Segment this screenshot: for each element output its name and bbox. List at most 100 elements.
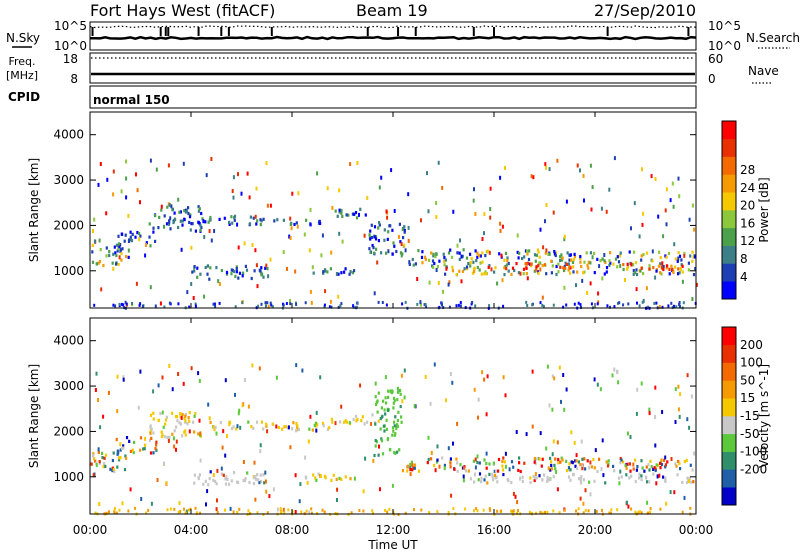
range-time-cell <box>433 463 436 468</box>
range-time-cell <box>118 508 121 512</box>
range-time-cell <box>206 272 209 276</box>
range-time-cell <box>488 472 491 476</box>
range-time-cell <box>256 511 259 515</box>
range-time-cell <box>685 458 688 462</box>
range-time-cell <box>198 473 201 477</box>
range-time-cell <box>105 211 108 216</box>
range-time-cell <box>120 252 123 256</box>
range-time-cell <box>580 264 583 269</box>
range-time-cell <box>672 270 675 275</box>
range-time-cell <box>160 204 163 209</box>
sky-noise-line <box>90 35 697 41</box>
range-time-cell <box>686 373 689 378</box>
range-time-cell <box>156 478 159 482</box>
range-time-cell <box>115 511 118 515</box>
range-time-cell <box>437 281 440 285</box>
range-time-cell <box>356 301 359 305</box>
range-time-cell <box>658 305 661 309</box>
range-time-cell <box>119 442 122 447</box>
range-time-cell <box>555 470 558 474</box>
range-time-cell <box>571 461 574 465</box>
range-time-cell <box>541 303 544 307</box>
range-time-cell <box>660 265 663 269</box>
range-time-cell <box>235 267 238 271</box>
range-time-cell <box>494 473 497 477</box>
range-time-cell <box>593 466 596 470</box>
range-time-cell <box>235 265 238 269</box>
range-time-cell <box>267 274 270 279</box>
range-time-cell <box>207 402 210 407</box>
range-time-cell <box>450 255 454 259</box>
colorbar-frame <box>721 120 737 300</box>
range-time-cell <box>424 257 427 262</box>
colorbar-swatch <box>722 362 736 381</box>
range-time-cell <box>573 252 576 256</box>
range-time-cell <box>630 507 633 511</box>
range-time-cell <box>628 476 631 480</box>
range-time-cell <box>506 256 509 260</box>
range-time-cell <box>91 243 94 247</box>
range-time-cell <box>108 253 111 258</box>
range-time-cell <box>552 509 555 513</box>
range-time-cell <box>421 250 424 254</box>
range-time-cell <box>443 259 446 263</box>
range-time-cell <box>315 410 318 415</box>
range-time-cell <box>640 459 643 463</box>
range-time-cell <box>338 210 341 214</box>
range-time-cell <box>665 222 668 227</box>
range-time-cell <box>378 185 381 190</box>
range-time-cell <box>208 277 211 281</box>
range-time-cell <box>252 481 256 486</box>
range-time-cell <box>523 461 526 465</box>
range-time-cell <box>182 381 185 386</box>
range-time-cell <box>690 394 693 399</box>
range-time-cell <box>558 365 561 370</box>
range-time-cell <box>545 446 548 451</box>
range-time-cell <box>482 508 485 512</box>
range-time-cell <box>560 399 562 404</box>
range-time-cell <box>296 424 299 428</box>
range-time-cell <box>662 265 665 269</box>
range-time-cell <box>179 422 182 426</box>
range-time-cell <box>190 282 193 286</box>
range-time-cell <box>163 461 166 466</box>
range-time-cell <box>168 435 171 439</box>
range-time-cell <box>666 460 669 464</box>
range-time-cell <box>546 478 549 482</box>
range-time-cell <box>605 460 608 464</box>
range-time-cell <box>450 493 453 498</box>
range-time-cell <box>177 510 180 514</box>
range-time-cell <box>519 271 522 276</box>
range-time-cell <box>249 215 252 219</box>
range-time-cell <box>149 244 152 248</box>
range-time-cell <box>368 233 371 237</box>
range-time-cell <box>582 478 585 482</box>
range-time-cell <box>92 454 95 458</box>
range-time-cell <box>225 475 228 479</box>
range-time-cell <box>122 377 125 382</box>
range-time-cell <box>194 229 197 233</box>
range-time-cell <box>148 438 151 442</box>
range-time-cell <box>453 467 456 471</box>
range-time-cell <box>137 405 140 410</box>
range-time-cell <box>212 473 215 477</box>
range-time-cell <box>473 509 475 513</box>
range-time-cell <box>94 459 97 463</box>
range-time-cell <box>121 446 124 451</box>
colorbar-swatch <box>722 398 736 417</box>
range-time-cell <box>542 245 545 250</box>
range-time-cell <box>230 272 233 276</box>
range-time-cell <box>552 475 555 479</box>
range-time-cell <box>114 304 117 308</box>
range-time-cell <box>188 411 191 415</box>
range-time-cell <box>400 373 403 378</box>
range-time-cell <box>551 264 554 268</box>
range-time-cell <box>483 231 485 236</box>
range-time-cell <box>560 456 563 460</box>
range-time-cell <box>643 469 646 473</box>
range-time-cell <box>459 238 461 243</box>
range-time-cell <box>150 436 153 440</box>
range-time-cell <box>168 301 171 305</box>
range-time-cell <box>481 370 484 375</box>
range-time-cell <box>575 453 578 458</box>
